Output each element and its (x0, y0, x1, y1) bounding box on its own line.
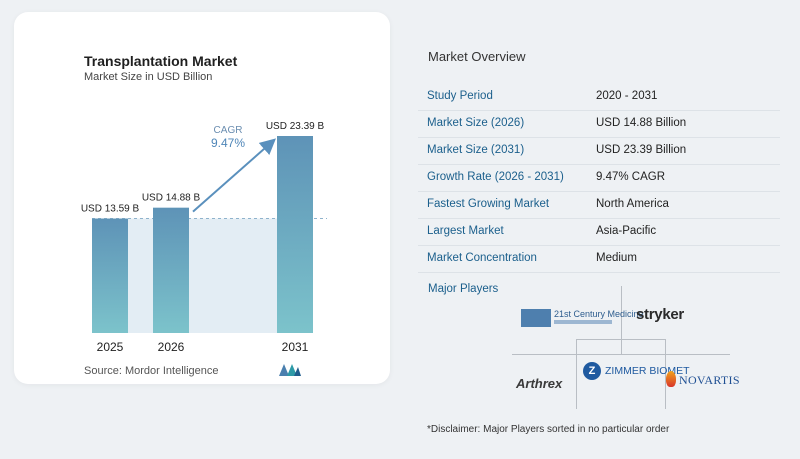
mordor-logo-icon (279, 364, 301, 376)
bar-value-label: USD 14.88 B (142, 193, 201, 204)
overview-row-concentration: Market Concentration Medium (418, 246, 780, 273)
x-tick-label: 2026 (158, 340, 185, 354)
logo-text: ZIMMER BIOMET (605, 365, 690, 377)
overview-value: North America (596, 198, 669, 210)
cagr-arrow (192, 138, 276, 213)
disclaimer: *Disclaimer: Major Players sorted in no … (427, 424, 670, 435)
bar-2026 (153, 207, 189, 333)
overview-label: Study Period (427, 90, 493, 102)
x-tick-label: 2031 (282, 340, 309, 354)
c21-mark-icon (521, 309, 551, 327)
novartis-flame-icon (666, 371, 676, 387)
logo-divider (576, 339, 666, 340)
logo-divider (621, 286, 622, 354)
zimmer-mark-icon: Z (583, 362, 601, 380)
bar-value-label: USD 13.59 B (81, 204, 140, 215)
logo-arthrex: Arthrex (516, 376, 563, 391)
logo-21st-century-medicine: 21st Century Medicine (521, 306, 644, 330)
chart-subtitle: Market Size in USD Billion (84, 71, 213, 83)
cagr-label: CAGR (214, 125, 243, 136)
bar-2025 (92, 218, 128, 333)
overview-value: USD 14.88 Billion (596, 117, 687, 129)
bar-2031 (277, 136, 313, 333)
overview-row-growth-rate: Growth Rate (2026 - 2031) 9.47% CAGR (418, 165, 780, 192)
overview-value: USD 23.39 Billion (596, 144, 687, 156)
chart-title: Transplantation Market (84, 53, 238, 69)
bar-value-label: USD 23.39 B (266, 121, 325, 132)
overview-label: Largest Market (427, 225, 504, 237)
x-tick-label: 2025 (97, 340, 124, 354)
logo-divider (576, 339, 577, 409)
logo-divider (512, 354, 730, 355)
overview-label: Market Size (2031) (427, 144, 525, 156)
overview-value: Asia-Pacific (596, 225, 657, 237)
major-players-title: Major Players (428, 283, 499, 295)
overview-row-fastest-growing: Fastest Growing Market North America (418, 192, 780, 219)
overview-value: 2020 - 2031 (596, 90, 658, 102)
source-note: Source: Mordor Intelligence (84, 365, 219, 377)
overview-label: Fastest Growing Market (427, 198, 550, 210)
overview-row-market-size-2026: Market Size (2026) USD 14.88 Billion (418, 111, 780, 138)
reference-band (128, 218, 277, 333)
overview-title: Market Overview (428, 49, 526, 64)
logo-text: NOVARTIS (679, 373, 740, 387)
overview-label: Market Concentration (427, 252, 537, 264)
logo-stryker: stryker (636, 306, 684, 323)
overview-row-largest-market: Largest Market Asia-Pacific (418, 219, 780, 246)
logo-divider (665, 339, 666, 409)
overview-row-market-size-2031: Market Size (2031) USD 23.39 Billion (418, 138, 780, 165)
overview-value: Medium (596, 252, 637, 264)
overview-value: 9.47% CAGR (596, 171, 666, 183)
bar-chart: USD 13.59 B 2025 USD 14.88 B 2026 USD 23.39 … (81, 121, 327, 354)
cagr-value: 9.47% (211, 136, 245, 150)
c21-tagline-icon (554, 320, 612, 324)
overview-row-study-period: Study Period 2020 - 2031 (418, 84, 780, 111)
overview-table: Study Period 2020 - 2031 Market Size (20… (418, 84, 780, 273)
overview-label: Market Size (2026) (427, 117, 525, 129)
logo-text: 21st Century Medicine (554, 309, 644, 319)
overview-label: Growth Rate (2026 - 2031) (427, 171, 564, 183)
logo-zimmer-biomet: Z ZIMMER BIOMET (583, 362, 690, 382)
